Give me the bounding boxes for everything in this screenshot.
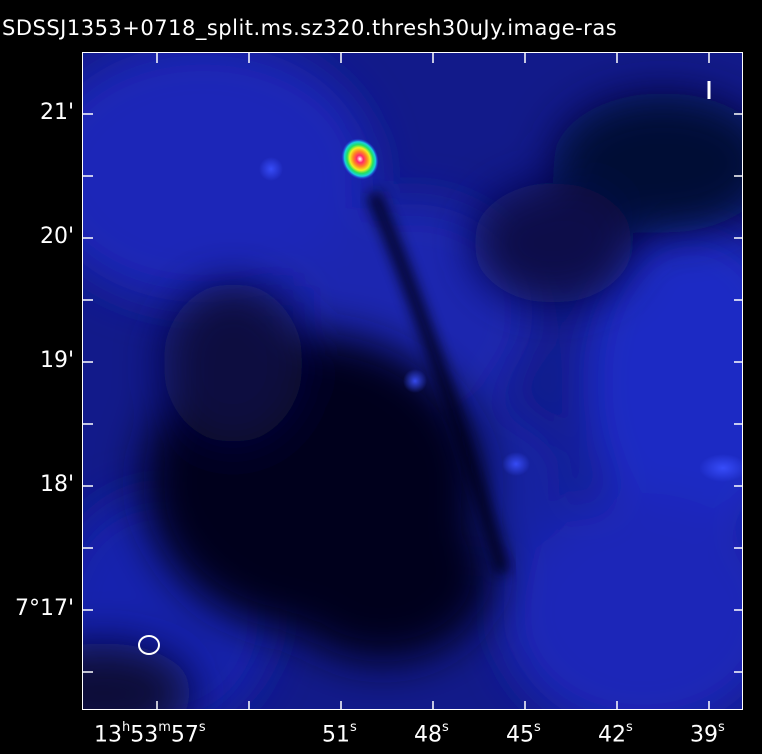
ra-tick-label: 48s: [414, 720, 449, 748]
ra-ticks: [156, 53, 710, 709]
dec-ticks: [83, 113, 742, 673]
dec-tick-label: 19': [39, 348, 74, 373]
dec-tick-label: 20': [39, 224, 74, 249]
radio-map: [83, 53, 742, 709]
ra-tick-label: 39s: [690, 720, 725, 748]
ra-tick-label: 45s: [506, 720, 541, 748]
radio-image-panel: [82, 52, 743, 710]
dec-tick-label: 7°17': [14, 596, 74, 621]
ra-tick-label: 51s: [322, 720, 357, 748]
faint-source: [502, 452, 530, 476]
dec-tick-label: 18': [39, 472, 74, 497]
dark-streak: [365, 189, 511, 576]
image-title: SDSSJ1353+0718_split.ms.sz320.thresh30uJ…: [2, 16, 618, 40]
bright-source: [341, 138, 379, 180]
dark-regions: [83, 93, 742, 709]
ra-tick-label: 42s: [598, 720, 633, 748]
faint-source: [699, 454, 742, 482]
dec-tick-label: 21': [39, 100, 74, 125]
faint-source: [403, 369, 427, 393]
faint-source: [259, 157, 283, 181]
ra-tick-label: 13h53m57s: [94, 720, 206, 748]
beam-ellipse: [138, 635, 160, 655]
